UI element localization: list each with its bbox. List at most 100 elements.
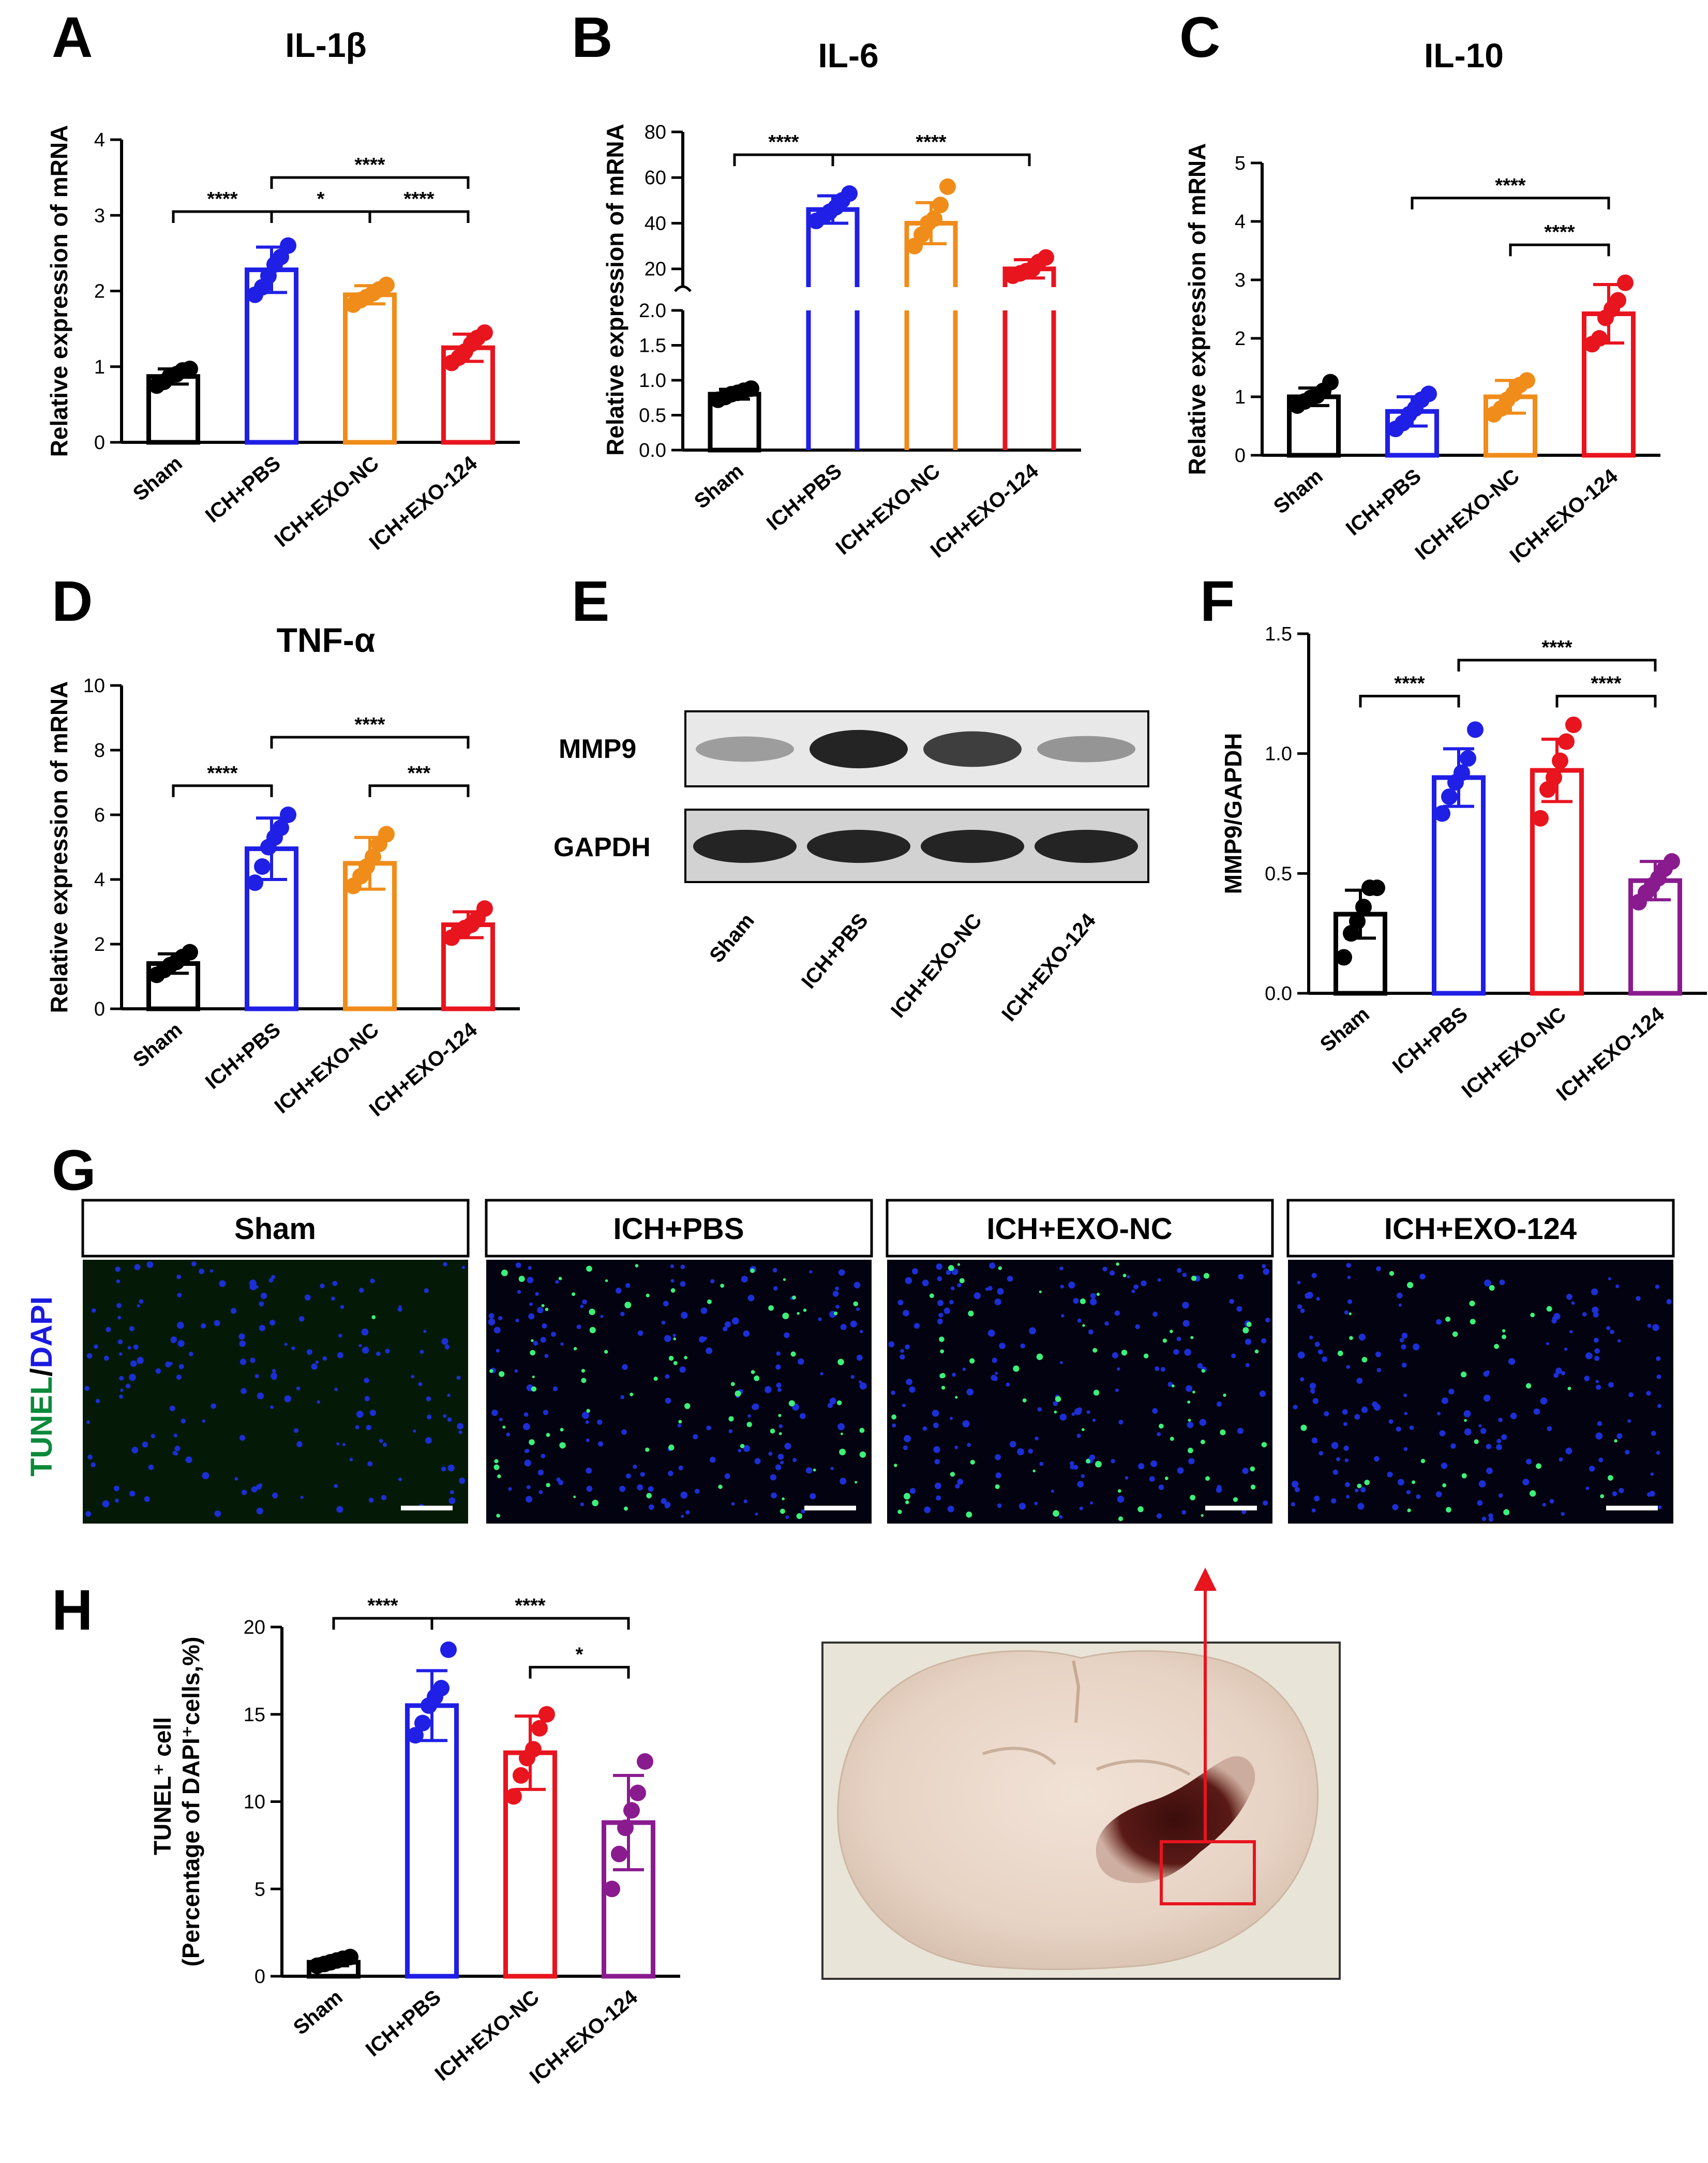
dapi-nucleus bbox=[364, 1396, 370, 1401]
significance-label: **** bbox=[403, 188, 434, 210]
dapi-nucleus bbox=[1149, 1476, 1155, 1482]
tunel-cell bbox=[1357, 1483, 1362, 1488]
dapi-nucleus bbox=[1029, 1327, 1036, 1335]
category-label: ICH+PBS bbox=[1342, 465, 1426, 540]
tunel-cell bbox=[532, 1375, 535, 1379]
band-gapdh bbox=[693, 830, 797, 863]
dapi-nucleus bbox=[1061, 1314, 1065, 1318]
tunel-positive-cells bbox=[1300, 1271, 1617, 1516]
dapi-nucleus bbox=[724, 1321, 731, 1328]
significance-label: **** bbox=[1394, 673, 1425, 694]
dapi-nucleus bbox=[1158, 1484, 1164, 1490]
dapi-nucleus bbox=[116, 1303, 122, 1308]
dapi-nucleus bbox=[1498, 1418, 1503, 1422]
dapi-nucleus bbox=[1090, 1293, 1096, 1299]
tunel-cell bbox=[1349, 1312, 1352, 1316]
chart-title: TNF-α bbox=[277, 621, 376, 659]
dapi-nucleus bbox=[419, 1350, 424, 1354]
chart-mmp9-gapdh: 0.0 0.5 1.0 1.5 MMP9/GAPDH Sham ICH+PBS ICH+EXO… bbox=[1220, 623, 1707, 1106]
dapi-nucleus bbox=[1081, 1474, 1085, 1479]
dapi-nucleus bbox=[640, 1472, 645, 1477]
dapi-nucleus bbox=[1077, 1481, 1084, 1488]
dapi-nucleus bbox=[1294, 1487, 1300, 1493]
dapi-nucleus bbox=[1666, 1299, 1672, 1305]
dapi-nucleus bbox=[540, 1337, 546, 1343]
dapi-nucleus bbox=[1355, 1488, 1359, 1493]
dapi-nucleus bbox=[1007, 1275, 1013, 1282]
tunel-cell bbox=[586, 1265, 592, 1272]
dapi-nucleus bbox=[973, 1292, 981, 1300]
dapi-nucleus bbox=[1150, 1460, 1158, 1467]
dapi-nucleus bbox=[555, 1280, 559, 1284]
significance-bracket bbox=[172, 784, 273, 797]
dapi-nucleus bbox=[1594, 1355, 1599, 1361]
dapi-nucleus bbox=[499, 1418, 503, 1422]
dapi-nucleus bbox=[1437, 1411, 1441, 1415]
dapi-nucleus bbox=[315, 1360, 319, 1364]
tunel-cell bbox=[518, 1275, 525, 1282]
y-tick-label: 1.5 bbox=[639, 335, 666, 357]
dapi-nucleus bbox=[177, 1292, 182, 1297]
tunel-cell bbox=[1092, 1348, 1098, 1353]
y-tick-label: 10 bbox=[83, 675, 105, 697]
tunel-cell bbox=[1201, 1369, 1205, 1373]
dapi-nucleus bbox=[533, 1340, 538, 1346]
dapi-nucleus bbox=[1028, 1449, 1033, 1454]
tunel-cell bbox=[1530, 1490, 1536, 1497]
dapi-nucleus bbox=[249, 1279, 257, 1287]
dapi-nucleus bbox=[450, 1490, 454, 1495]
dapi-nucleus bbox=[1314, 1341, 1320, 1347]
tunel-cell bbox=[940, 1349, 945, 1354]
tunel-cell bbox=[754, 1375, 760, 1381]
dapi-nucleus bbox=[106, 1326, 111, 1332]
dapi-nucleus bbox=[731, 1502, 735, 1506]
data-point bbox=[932, 197, 949, 214]
dapi-nucleus bbox=[1398, 1479, 1404, 1486]
tunel-cell bbox=[803, 1308, 807, 1312]
tunel-cell bbox=[1164, 1476, 1168, 1480]
dapi-nucleus bbox=[1392, 1504, 1399, 1511]
tunel-cell bbox=[1246, 1321, 1252, 1327]
dapi-nucleus bbox=[334, 1484, 338, 1488]
y-tick-label: 2 bbox=[94, 281, 105, 303]
dapi-nucleus bbox=[775, 1364, 781, 1370]
dapi-nucleus bbox=[1547, 1426, 1552, 1431]
tunel-cell bbox=[948, 1265, 954, 1271]
tunel-cell bbox=[1452, 1331, 1458, 1337]
dapi-nucleus bbox=[1259, 1390, 1266, 1397]
dapi-nucleus bbox=[257, 1392, 264, 1399]
dapi-nucleus bbox=[1127, 1275, 1130, 1279]
dapi-nucleus bbox=[272, 1374, 277, 1380]
tunel-cell bbox=[1055, 1396, 1061, 1403]
dapi-nucleus bbox=[909, 1488, 916, 1494]
dapi-nucleus bbox=[127, 1346, 131, 1350]
tunel-cell bbox=[1337, 1350, 1343, 1356]
dapi-nucleus bbox=[664, 1335, 671, 1342]
dapi-nucleus bbox=[459, 1478, 466, 1484]
dapi-nucleus bbox=[679, 1366, 686, 1373]
dapi-nucleus bbox=[165, 1361, 171, 1368]
dapi-nucleus bbox=[1051, 1489, 1055, 1493]
dapi-nucleus bbox=[1346, 1263, 1351, 1268]
tunel-cell bbox=[735, 1390, 741, 1397]
tunel-cell bbox=[1137, 1506, 1144, 1513]
dapi-nucleus bbox=[1496, 1439, 1502, 1444]
brain-ventricle-left bbox=[982, 1747, 1057, 1766]
tunel-cell bbox=[1300, 1424, 1307, 1431]
data-point bbox=[525, 1741, 542, 1758]
tunel-cell bbox=[1503, 1509, 1510, 1516]
tunel-cell bbox=[1117, 1489, 1121, 1493]
dapi-nucleus bbox=[663, 1301, 669, 1307]
tunel-cell bbox=[1053, 1510, 1059, 1517]
dapi-nucleus bbox=[1403, 1447, 1408, 1451]
blot-strip-mmp9 bbox=[684, 710, 1149, 787]
brain-slice bbox=[837, 1650, 1319, 1971]
tunel-cell bbox=[1469, 1300, 1475, 1307]
bar-lower-segment bbox=[1002, 310, 1056, 450]
dapi-nucleus bbox=[214, 1320, 220, 1326]
dapi-nucleus bbox=[962, 1367, 966, 1371]
dapi-nucleus bbox=[1157, 1278, 1161, 1282]
dapi-nucleus bbox=[202, 1472, 209, 1480]
dapi-nucleus bbox=[1060, 1285, 1064, 1289]
dapi-nucleus bbox=[177, 1322, 184, 1329]
